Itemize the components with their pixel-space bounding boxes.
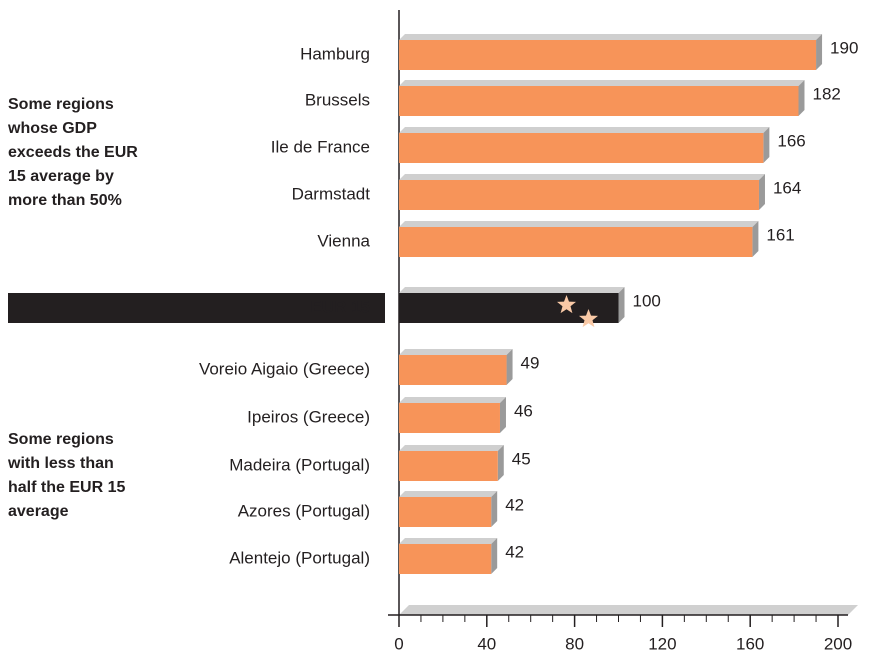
bar xyxy=(399,403,500,433)
highlight-label: EUR 15 xyxy=(310,297,370,316)
annotation: with less than xyxy=(7,455,114,472)
bar-top xyxy=(399,34,823,40)
value-label: 46 xyxy=(514,401,533,420)
bar-side xyxy=(752,221,759,257)
bar xyxy=(399,227,753,257)
annotation: 15 average by xyxy=(8,168,114,185)
bar-side xyxy=(491,538,498,574)
bar-side xyxy=(798,80,805,116)
value-label: 42 xyxy=(505,495,524,514)
annotation: exceeds the EUR xyxy=(8,144,138,161)
value-label: 190 xyxy=(830,38,858,57)
category-label: Darmstadt xyxy=(292,184,371,203)
value-label: 45 xyxy=(512,449,531,468)
x-tick-label: 200 xyxy=(824,634,852,653)
category-label: Ile de France xyxy=(271,137,370,156)
label-band xyxy=(8,293,385,323)
annotation: more than 50% xyxy=(8,192,122,209)
bar-top xyxy=(399,221,759,227)
bar-side xyxy=(491,491,498,527)
value-label: 161 xyxy=(766,225,794,244)
value-label: 100 xyxy=(633,291,661,310)
category-label: Ipeiros (Greece) xyxy=(247,407,370,426)
bar-side xyxy=(816,34,823,70)
annotation: whose GDP xyxy=(7,120,97,137)
bar-side xyxy=(497,445,504,481)
x-tick-label: 0 xyxy=(394,634,403,653)
bar-top xyxy=(399,80,805,86)
value-label: 164 xyxy=(773,178,801,197)
x-tick-label: 80 xyxy=(565,634,584,653)
bar-side xyxy=(618,287,625,323)
bar xyxy=(399,133,764,163)
bar xyxy=(399,451,498,481)
bar-top xyxy=(399,349,513,355)
star xyxy=(579,309,598,328)
category-label: Hamburg xyxy=(300,44,370,63)
bar xyxy=(399,180,759,210)
annotation: Some regions xyxy=(8,96,114,113)
value-label: 166 xyxy=(777,131,805,150)
bar-top xyxy=(399,127,770,133)
category-label: Azores (Portugal) xyxy=(238,501,370,520)
bar-side xyxy=(499,397,506,433)
category-label: Voreio Aigaio (Greece) xyxy=(199,359,370,378)
category-label: Vienna xyxy=(317,231,370,250)
bar xyxy=(399,40,817,70)
category-label: Brussels xyxy=(305,90,370,109)
category-label: Alentejo (Portugal) xyxy=(229,548,370,567)
bar-side xyxy=(506,349,513,385)
bar-side xyxy=(758,174,765,210)
bar-top xyxy=(399,174,765,180)
value-label: 49 xyxy=(521,353,540,372)
bar xyxy=(399,497,492,527)
star xyxy=(557,295,576,314)
bar-top xyxy=(399,538,498,544)
annotation: half the EUR 15 xyxy=(8,479,125,496)
bar xyxy=(399,544,492,574)
x-tick-label: 160 xyxy=(736,634,764,653)
bar xyxy=(399,86,799,116)
bar-top xyxy=(399,397,506,403)
bar xyxy=(399,355,507,385)
x-tick-label: 120 xyxy=(648,634,676,653)
floor xyxy=(399,605,858,615)
value-label: 182 xyxy=(812,84,840,103)
value-label: 42 xyxy=(505,542,524,561)
x-tick-label: 40 xyxy=(477,634,496,653)
annotation: Some regions xyxy=(8,431,114,448)
bar-top xyxy=(399,287,625,293)
bar-top xyxy=(399,445,504,451)
annotation: average xyxy=(8,503,69,520)
bar-side xyxy=(763,127,770,163)
category-label: Madeira (Portugal) xyxy=(229,455,370,474)
bar-top xyxy=(399,491,498,497)
